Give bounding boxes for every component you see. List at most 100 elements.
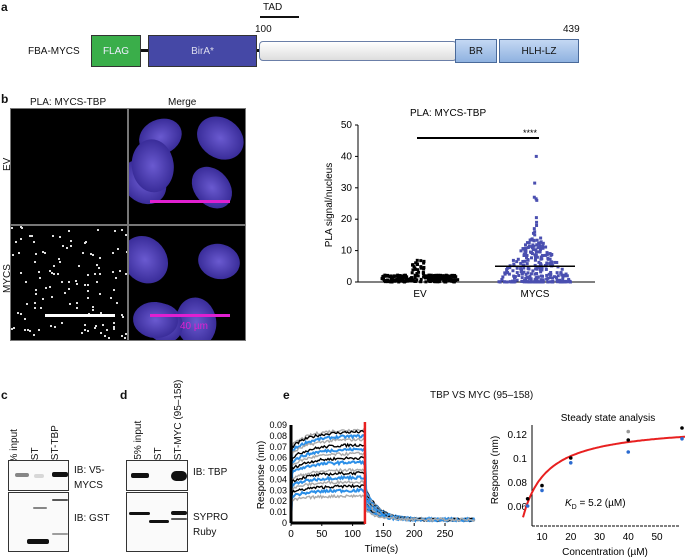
x-tick-label: 20 bbox=[565, 532, 577, 543]
panel-label-e: e bbox=[283, 388, 290, 402]
pla-dot bbox=[26, 303, 29, 306]
data-point-ev bbox=[445, 274, 449, 278]
data-point-mycs bbox=[533, 263, 537, 267]
pla-dot bbox=[112, 327, 115, 330]
data-point-mycs bbox=[500, 278, 504, 282]
pla-dot bbox=[112, 325, 115, 328]
pla-dot bbox=[34, 301, 37, 304]
pla-dot bbox=[49, 285, 52, 288]
data-point-mycs bbox=[511, 279, 515, 283]
y-tick-label: 10 bbox=[341, 246, 353, 257]
data-point-mycs bbox=[533, 272, 537, 276]
pla-dot bbox=[88, 312, 91, 315]
data-point-ev bbox=[454, 275, 458, 279]
pla-dot bbox=[69, 239, 72, 242]
data-point-mycs bbox=[531, 231, 535, 235]
data-point-ev bbox=[428, 277, 432, 281]
data-point-mycs bbox=[545, 253, 549, 257]
data-point-mycs bbox=[546, 276, 550, 280]
data-point-ev bbox=[384, 274, 388, 278]
image-mycs-pla bbox=[10, 225, 128, 341]
data-point-ev bbox=[414, 267, 418, 271]
data-point-mycs bbox=[515, 260, 519, 264]
data-point-mycs bbox=[529, 272, 533, 276]
data-point-mycs bbox=[555, 279, 559, 283]
data-point-mycs bbox=[506, 266, 510, 270]
pla-dot bbox=[19, 271, 22, 274]
data-point bbox=[626, 438, 631, 442]
data-point-mycs bbox=[541, 241, 545, 245]
data-point-mycs bbox=[548, 252, 552, 256]
pla-dot bbox=[113, 230, 116, 233]
data-point-mycs bbox=[562, 274, 566, 278]
x-tick-label: 50 bbox=[651, 532, 663, 543]
pla-dot bbox=[95, 263, 98, 266]
data-point-mycs bbox=[517, 273, 521, 277]
x-tick-label: MYCS bbox=[521, 289, 550, 300]
data-point-mycs bbox=[564, 272, 568, 276]
scale-bar bbox=[45, 314, 115, 317]
data-point-ev bbox=[439, 277, 443, 281]
data-point-ev bbox=[433, 277, 437, 281]
pla-dot bbox=[63, 292, 66, 295]
data-point-mycs bbox=[535, 243, 539, 247]
panel-label-b: b bbox=[1, 92, 9, 106]
y-axis-label: Response (nm) bbox=[490, 436, 501, 504]
data-point-mycs bbox=[530, 246, 534, 250]
pla-dot bbox=[94, 325, 97, 328]
pla-dot bbox=[30, 234, 33, 237]
pla-dot bbox=[110, 297, 113, 300]
sensorgram-curve bbox=[290, 493, 476, 523]
y-tick-label: 40 bbox=[341, 151, 353, 162]
data-point-mycs bbox=[529, 279, 533, 283]
blot-label: IB: TBP bbox=[193, 467, 228, 478]
data-point bbox=[540, 483, 544, 488]
data-point-mycs bbox=[505, 280, 509, 284]
pla-dot bbox=[53, 264, 56, 267]
data-point-mycs bbox=[546, 256, 550, 260]
data-point-mycs bbox=[502, 280, 506, 284]
pla-dot bbox=[68, 281, 71, 284]
data-point-mycs bbox=[529, 250, 533, 254]
data-point-ev bbox=[394, 274, 398, 278]
y-tick-label: 0.12 bbox=[508, 430, 528, 441]
data-point-mycs bbox=[555, 271, 559, 275]
data-point-ev bbox=[411, 268, 415, 272]
pla-dot bbox=[87, 329, 90, 332]
data-point-ev bbox=[393, 278, 397, 282]
pla-dot bbox=[45, 286, 48, 289]
pla-dot bbox=[15, 241, 18, 244]
scale-bar bbox=[150, 314, 230, 317]
data-point-mycs bbox=[535, 277, 539, 281]
data-point-ev bbox=[416, 268, 420, 272]
x-tick-label: 30 bbox=[594, 532, 606, 543]
pla-dot bbox=[23, 317, 26, 320]
pla-dot bbox=[121, 315, 124, 318]
data-point-mycs bbox=[532, 239, 536, 243]
tad-label: TAD bbox=[263, 2, 283, 13]
pla-dot bbox=[86, 274, 89, 277]
data-point-ev bbox=[388, 279, 392, 283]
data-point-mycs bbox=[526, 276, 530, 280]
data-point-mycs bbox=[555, 260, 559, 264]
data-point-mycs bbox=[534, 216, 538, 220]
data-point-mycs bbox=[534, 154, 538, 158]
data-point-mycs bbox=[515, 278, 519, 282]
data-point-mycs bbox=[548, 280, 552, 284]
pla-dot bbox=[33, 240, 36, 243]
data-point-mycs bbox=[545, 261, 549, 265]
pla-dot bbox=[19, 312, 22, 315]
y-tick-label: 0.06 bbox=[508, 502, 528, 513]
pla-dot bbox=[87, 296, 90, 299]
pla-dot bbox=[33, 260, 36, 263]
data-point-ev bbox=[419, 265, 423, 269]
data-point-mycs bbox=[533, 233, 537, 237]
pla-dot bbox=[124, 337, 127, 340]
data-point-mycs bbox=[534, 267, 538, 271]
pla-dot bbox=[112, 252, 115, 255]
panel-label-c: c bbox=[1, 388, 8, 402]
pla-dot bbox=[90, 252, 93, 255]
data-point-mycs bbox=[549, 253, 553, 257]
data-point-ev bbox=[450, 279, 454, 283]
panel-label-d: d bbox=[120, 388, 128, 402]
